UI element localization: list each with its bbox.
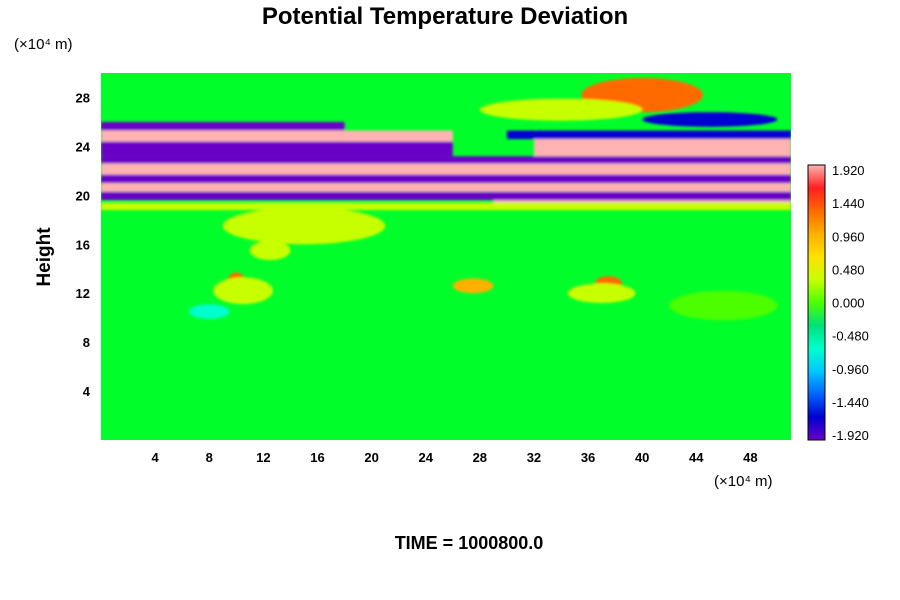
x-axis-ticks: 4 8 12 16 20 24 28 32 36 40 44 48 <box>152 450 758 465</box>
heatmap-band <box>101 174 791 184</box>
x-axis-unit: (×10⁴ m) <box>714 473 773 490</box>
heatmap-blob <box>188 304 230 319</box>
colorbar <box>807 164 826 441</box>
heatmap-blob <box>567 283 636 303</box>
x-tick-label: 16 <box>310 450 324 465</box>
colorbar-label: 0.000 <box>832 296 865 311</box>
heatmap-band <box>101 163 791 175</box>
colorbar-label: 1.440 <box>832 196 865 211</box>
y-tick-label: 16 <box>76 237 90 252</box>
y-tick-label: 20 <box>76 188 90 203</box>
x-tick-label: 48 <box>743 450 757 465</box>
colorbar-labels: 1.920 1.440 0.960 0.480 0.000 -0.480 -0.960 -1.… <box>832 163 869 443</box>
heatmap-blob <box>669 290 778 321</box>
heatmap-blob <box>642 112 778 127</box>
colorbar-label: -1.920 <box>832 428 869 443</box>
x-tick-label: 44 <box>689 450 704 465</box>
heatmap-band <box>101 141 453 157</box>
y-tick-label: 24 <box>76 139 91 154</box>
x-tick-label: 8 <box>206 450 213 465</box>
x-tick-label: 40 <box>635 450 649 465</box>
heatmap-blob <box>249 240 291 261</box>
heatmap-band <box>533 139 791 157</box>
x-tick-label: 36 <box>581 450 595 465</box>
heatmap-band <box>101 202 791 211</box>
chart-title: Potential Temperature Deviation <box>262 3 628 30</box>
colorbar-label: 0.480 <box>832 262 865 277</box>
heatmap-blob <box>452 278 494 294</box>
heatmap-features <box>101 77 791 321</box>
heatmap-blob <box>213 277 273 305</box>
colorbar-label: 0.960 <box>832 229 865 244</box>
y-axis-unit: (×10⁴ m) <box>14 36 73 53</box>
x-tick-label: 32 <box>527 450 541 465</box>
y-tick-label: 12 <box>76 286 90 301</box>
x-tick-label: 4 <box>152 450 160 465</box>
colorbar-label: -0.960 <box>832 362 869 377</box>
colorbar-label: -0.480 <box>832 329 869 344</box>
y-tick-label: 8 <box>83 335 90 350</box>
x-tick-label: 28 <box>473 450 487 465</box>
y-axis-label: Height <box>34 227 55 287</box>
heatmap-band <box>101 183 791 192</box>
heatmap-band <box>506 130 791 140</box>
heatmap-blob <box>222 207 386 245</box>
heatmap-band <box>101 121 345 131</box>
heatmap-band <box>101 191 791 201</box>
colorbar-label: -1.440 <box>832 395 869 410</box>
x-tick-label: 12 <box>256 450 270 465</box>
x-tick-label: 24 <box>418 450 433 465</box>
colorbar-label: 1.920 <box>832 163 865 178</box>
y-tick-label: 4 <box>83 384 91 399</box>
y-tick-label: 28 <box>76 90 90 105</box>
y-axis-ticks: 4 8 12 16 20 24 28 <box>76 90 91 399</box>
heatmap-blob <box>479 98 643 121</box>
x-tick-label: 20 <box>364 450 378 465</box>
heatmap-plot-area <box>101 73 791 440</box>
time-label: TIME = 1000800.0 <box>395 533 544 553</box>
heatmap-band <box>101 156 791 164</box>
heatmap-band <box>101 130 453 142</box>
